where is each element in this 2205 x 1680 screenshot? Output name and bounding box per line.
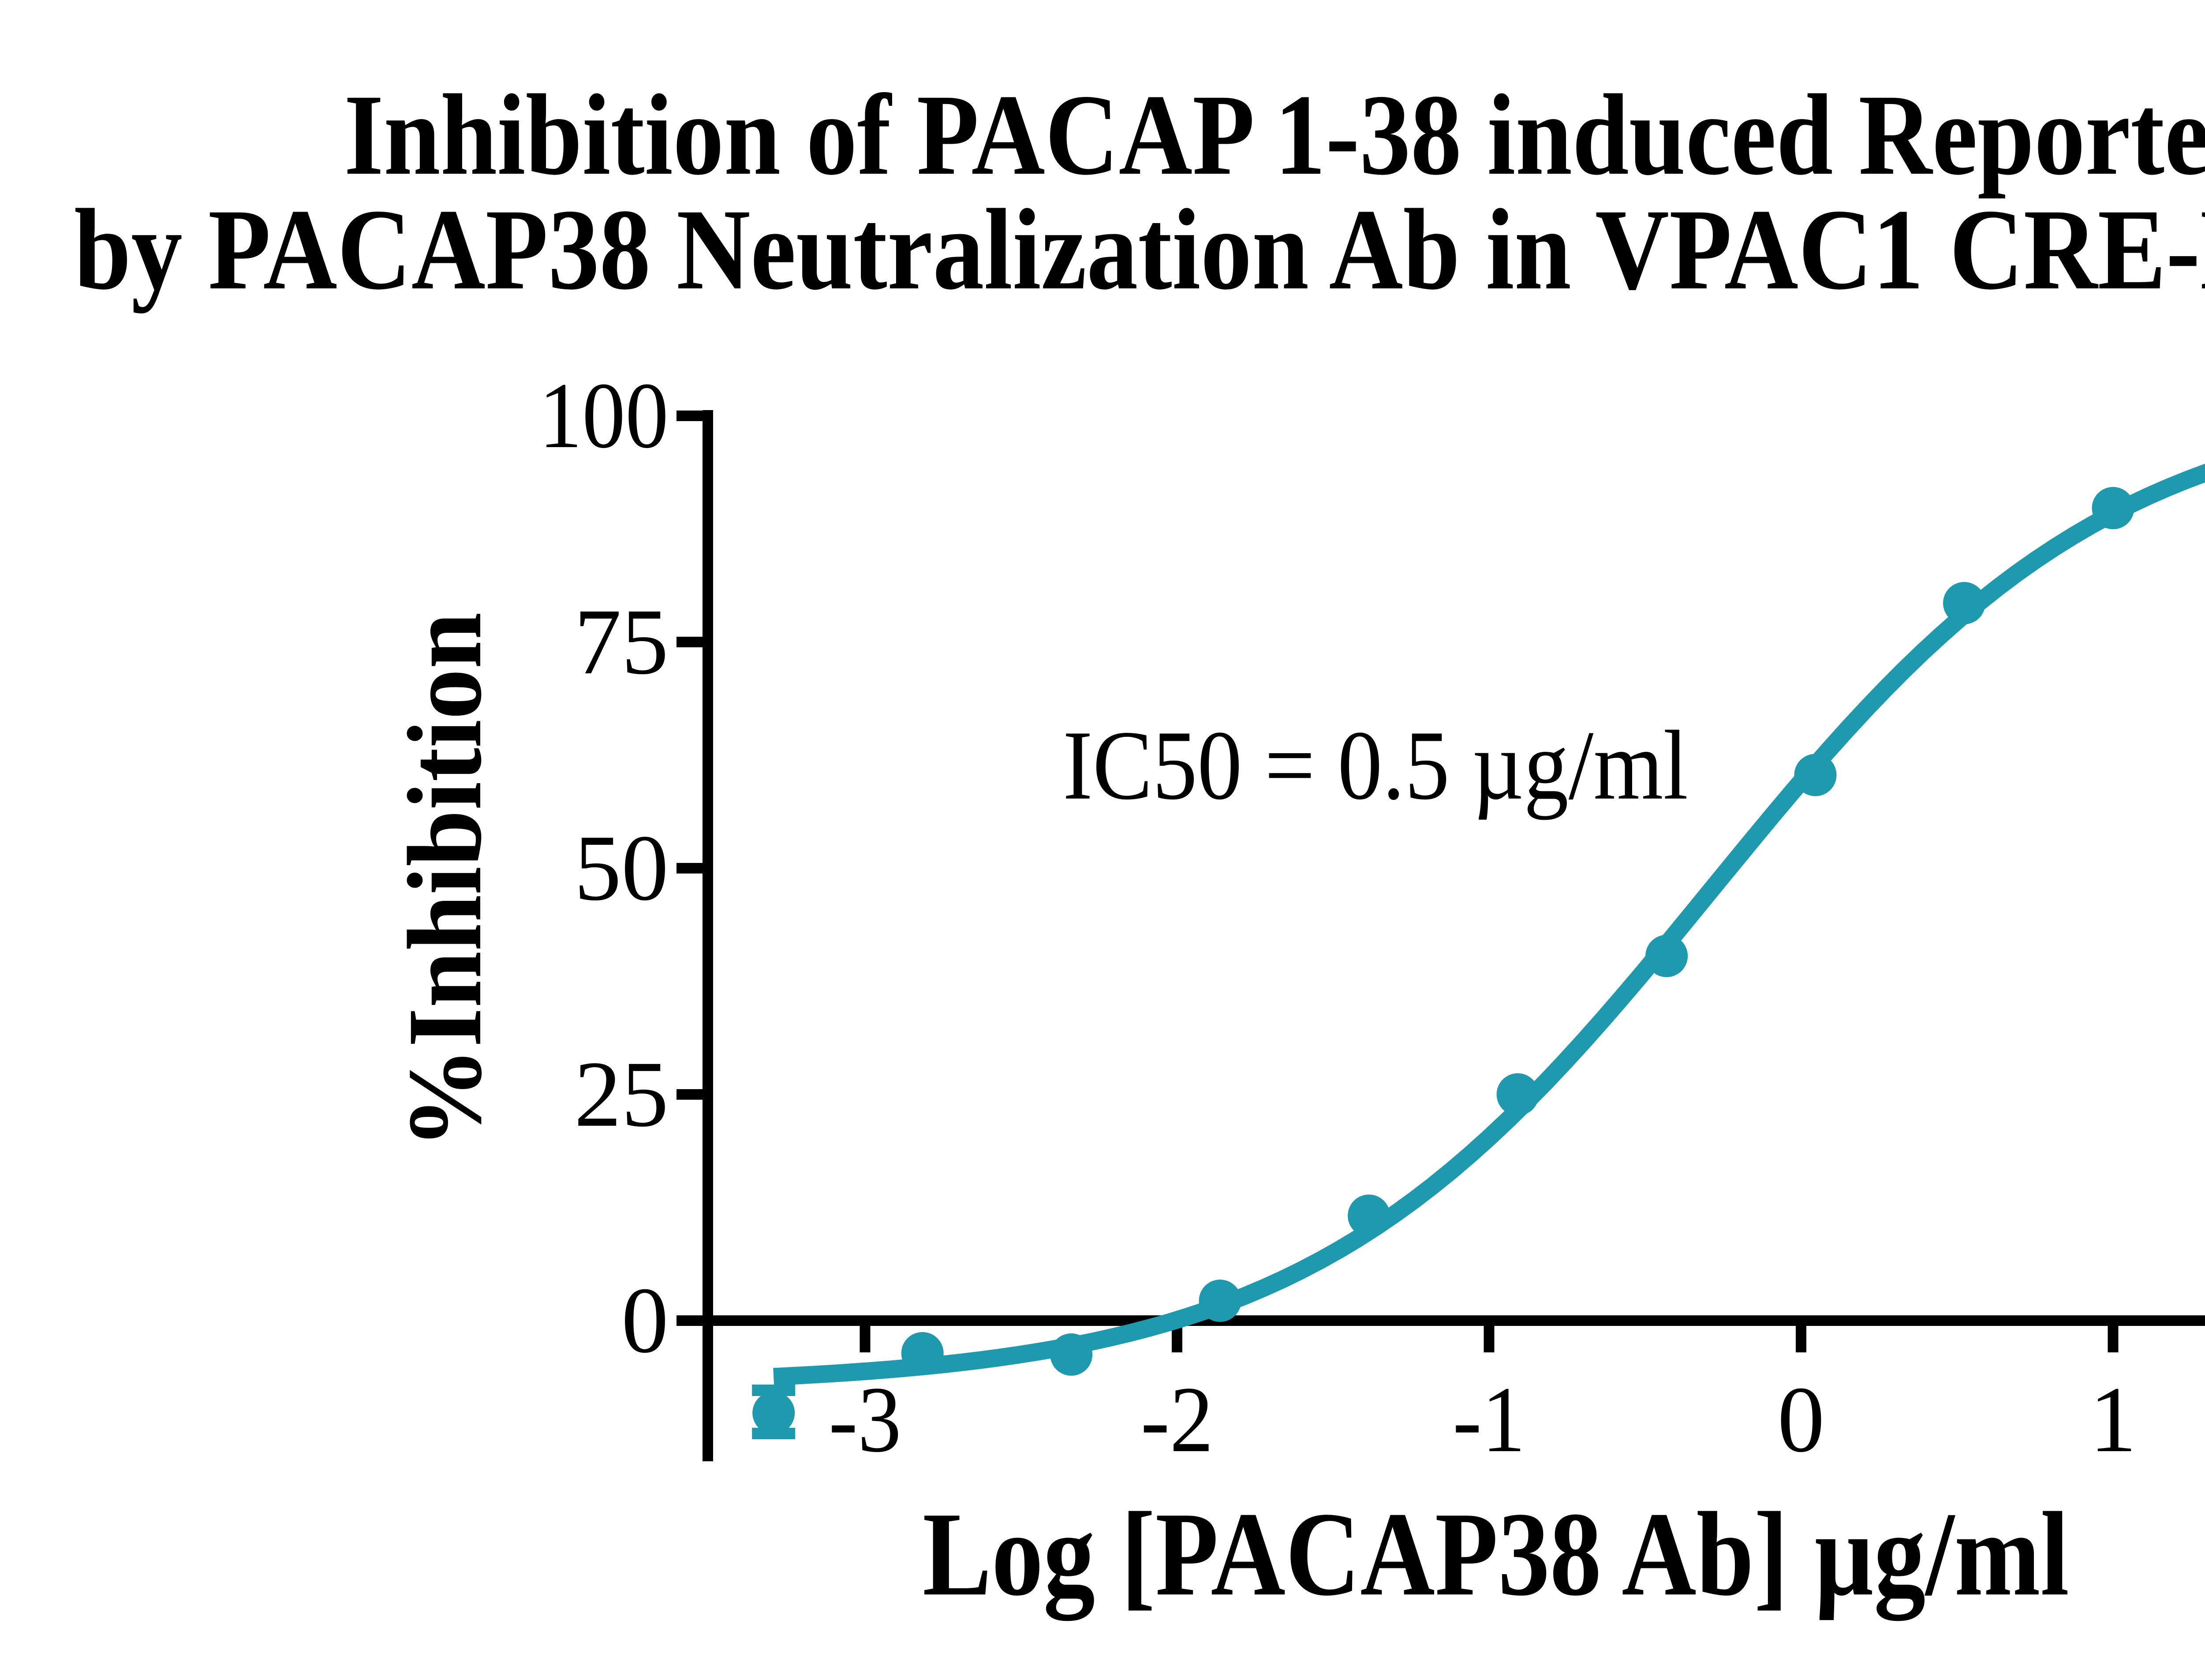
svg-text:Inhibition of PACAP 1-38 induc: Inhibition of PACAP 1-38 induced Reporte… bbox=[344, 71, 2205, 199]
svg-text:by PACAP38 Neutralization Ab i: by PACAP38 Neutralization Ab in VPAC1 CR… bbox=[74, 185, 2205, 314]
svg-text:1: 1 bbox=[2089, 1367, 2137, 1472]
svg-text:0: 0 bbox=[621, 1268, 669, 1373]
svg-text:%Inhibition: %Inhibition bbox=[386, 612, 503, 1149]
svg-text:25: 25 bbox=[574, 1042, 669, 1146]
svg-text:0: 0 bbox=[1778, 1367, 1825, 1472]
svg-text:75: 75 bbox=[574, 590, 669, 694]
svg-text:100: 100 bbox=[539, 363, 669, 468]
svg-text:-1: -1 bbox=[1453, 1367, 1525, 1472]
svg-text:50: 50 bbox=[574, 816, 669, 920]
svg-text:IC50 = 0.5 µg/ml: IC50 = 0.5 µg/ml bbox=[1063, 710, 1688, 820]
svg-text:-3: -3 bbox=[829, 1367, 901, 1472]
svg-text:-2: -2 bbox=[1141, 1367, 1214, 1472]
svg-text:Log [PACAP38 Ab] µg/ml: Log [PACAP38 Ab] µg/ml bbox=[923, 1488, 2069, 1623]
